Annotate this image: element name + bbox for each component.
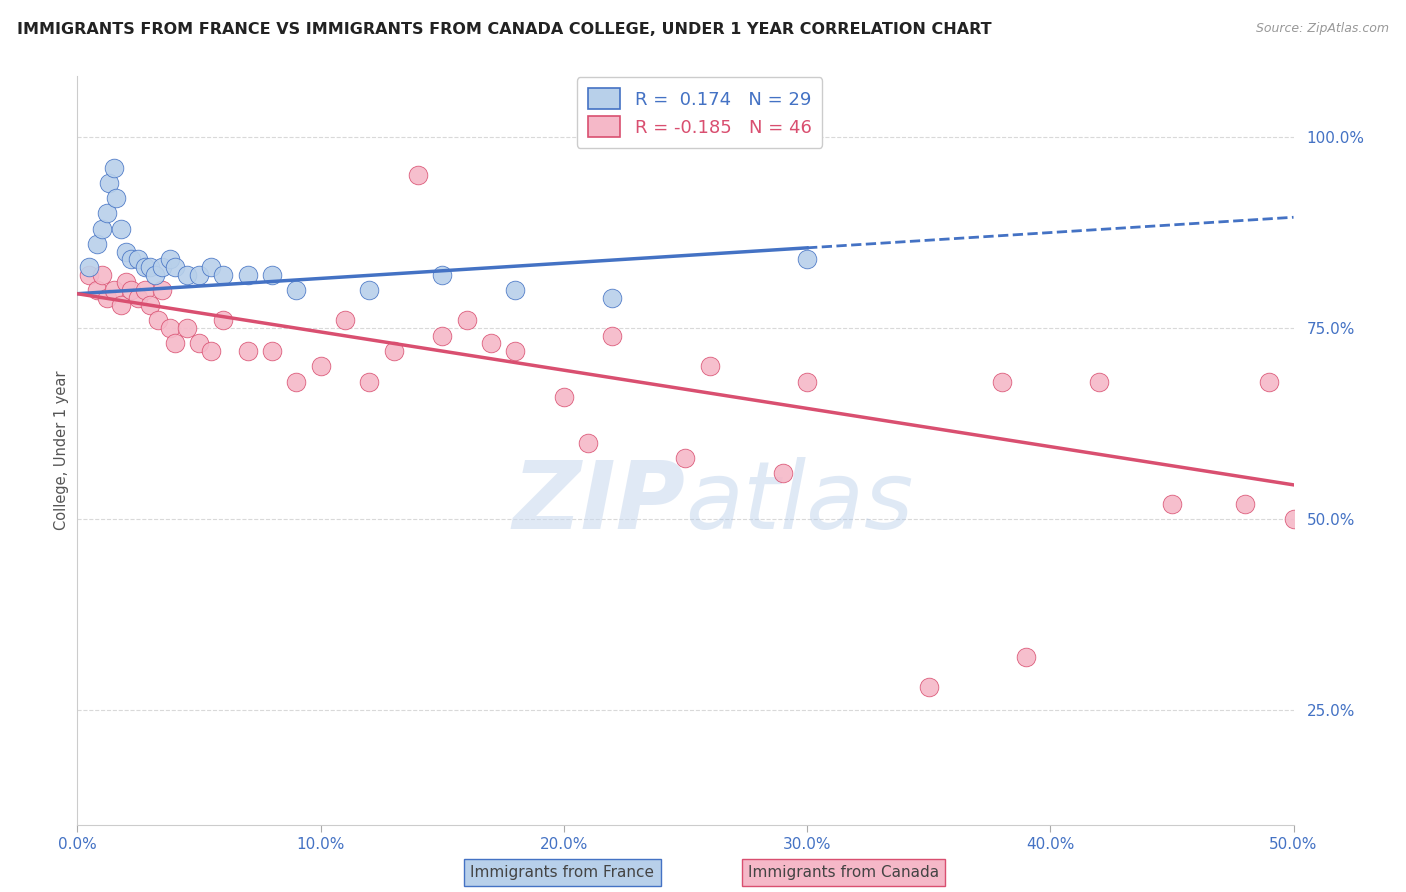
Point — [576, 435, 599, 450]
Point — [359, 375, 381, 389]
Point — [200, 260, 222, 274]
Y-axis label: College, Under 1 year: College, Under 1 year — [53, 371, 69, 530]
Point — [139, 298, 162, 312]
Point — [796, 375, 818, 389]
Point — [134, 260, 156, 274]
Point — [456, 313, 478, 327]
Point — [212, 313, 235, 327]
Point — [382, 344, 405, 359]
Point — [479, 336, 502, 351]
Point — [105, 191, 128, 205]
Point — [1161, 497, 1184, 511]
Point — [503, 344, 526, 359]
Point — [143, 268, 166, 282]
Point — [188, 336, 211, 351]
Point — [675, 451, 697, 466]
Point — [134, 283, 156, 297]
Point — [918, 681, 941, 695]
Point — [359, 283, 381, 297]
Point — [333, 313, 356, 327]
Point — [120, 283, 142, 297]
Point — [285, 375, 308, 389]
Point — [79, 260, 101, 274]
Point — [79, 268, 101, 282]
Point — [796, 252, 818, 267]
Point — [285, 283, 308, 297]
Point — [176, 321, 198, 335]
Point — [1233, 497, 1256, 511]
Point — [699, 359, 721, 374]
Point — [115, 244, 138, 259]
Point — [553, 390, 575, 404]
Point — [90, 221, 112, 235]
Point — [152, 260, 174, 274]
Point — [163, 336, 186, 351]
Point — [260, 268, 283, 282]
Point — [188, 268, 211, 282]
Point — [86, 237, 108, 252]
Legend: R =  0.174   N = 29, R = -0.185   N = 46: R = 0.174 N = 29, R = -0.185 N = 46 — [576, 78, 823, 148]
Point — [146, 313, 169, 327]
Point — [990, 375, 1012, 389]
Point — [120, 252, 142, 267]
Point — [772, 467, 794, 481]
Point — [212, 268, 235, 282]
Point — [96, 291, 118, 305]
Point — [86, 283, 108, 297]
Point — [430, 268, 453, 282]
Point — [602, 291, 624, 305]
Point — [115, 275, 138, 289]
Text: ZIP: ZIP — [513, 457, 686, 549]
Text: Source: ZipAtlas.com: Source: ZipAtlas.com — [1256, 22, 1389, 36]
Text: atlas: atlas — [686, 458, 914, 549]
Point — [236, 268, 259, 282]
Point — [1015, 649, 1038, 664]
Point — [103, 283, 125, 297]
Point — [97, 176, 120, 190]
Point — [260, 344, 283, 359]
Point — [406, 168, 429, 182]
Point — [96, 206, 118, 220]
Point — [236, 344, 259, 359]
Text: Immigrants from Canada: Immigrants from Canada — [748, 865, 939, 880]
Point — [430, 328, 453, 343]
Point — [90, 268, 112, 282]
Point — [110, 298, 132, 312]
Point — [127, 291, 149, 305]
Point — [159, 252, 181, 267]
Text: IMMIGRANTS FROM FRANCE VS IMMIGRANTS FROM CANADA COLLEGE, UNDER 1 YEAR CORRELATI: IMMIGRANTS FROM FRANCE VS IMMIGRANTS FRO… — [17, 22, 991, 37]
Point — [103, 161, 125, 175]
Point — [200, 344, 222, 359]
Point — [163, 260, 186, 274]
Point — [110, 221, 132, 235]
Point — [602, 328, 624, 343]
Point — [139, 260, 162, 274]
Point — [127, 252, 149, 267]
Point — [159, 321, 181, 335]
Point — [1258, 375, 1281, 389]
Point — [1282, 512, 1305, 526]
Text: Immigrants from France: Immigrants from France — [471, 865, 654, 880]
Point — [309, 359, 332, 374]
Point — [503, 283, 526, 297]
Point — [1088, 375, 1111, 389]
Point — [152, 283, 174, 297]
Point — [176, 268, 198, 282]
